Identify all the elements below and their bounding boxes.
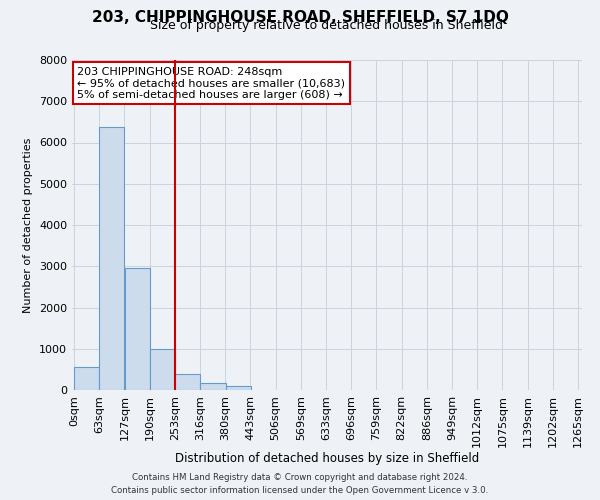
Bar bbox=[200, 383, 226, 390]
Bar bbox=[226, 386, 251, 390]
X-axis label: Distribution of detached houses by size in Sheffield: Distribution of detached houses by size … bbox=[175, 452, 479, 466]
Bar bbox=[99, 127, 124, 390]
Text: 203 CHIPPINGHOUSE ROAD: 248sqm
← 95% of detached houses are smaller (10,683)
5% : 203 CHIPPINGHOUSE ROAD: 248sqm ← 95% of … bbox=[77, 66, 345, 100]
Bar bbox=[150, 349, 175, 390]
Bar bbox=[175, 374, 200, 390]
Y-axis label: Number of detached properties: Number of detached properties bbox=[23, 138, 34, 312]
Bar bbox=[125, 268, 150, 390]
Text: 203, CHIPPINGHOUSE ROAD, SHEFFIELD, S7 1DQ: 203, CHIPPINGHOUSE ROAD, SHEFFIELD, S7 1… bbox=[92, 10, 508, 25]
Title: Size of property relative to detached houses in Sheffield: Size of property relative to detached ho… bbox=[151, 20, 503, 32]
Text: Contains HM Land Registry data © Crown copyright and database right 2024.
Contai: Contains HM Land Registry data © Crown c… bbox=[112, 474, 488, 495]
Bar bbox=[74, 367, 99, 390]
